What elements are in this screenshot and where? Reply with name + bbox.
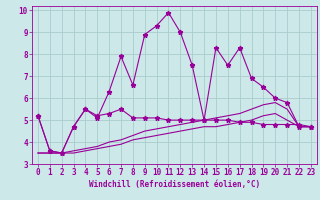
- X-axis label: Windchill (Refroidissement éolien,°C): Windchill (Refroidissement éolien,°C): [89, 180, 260, 189]
